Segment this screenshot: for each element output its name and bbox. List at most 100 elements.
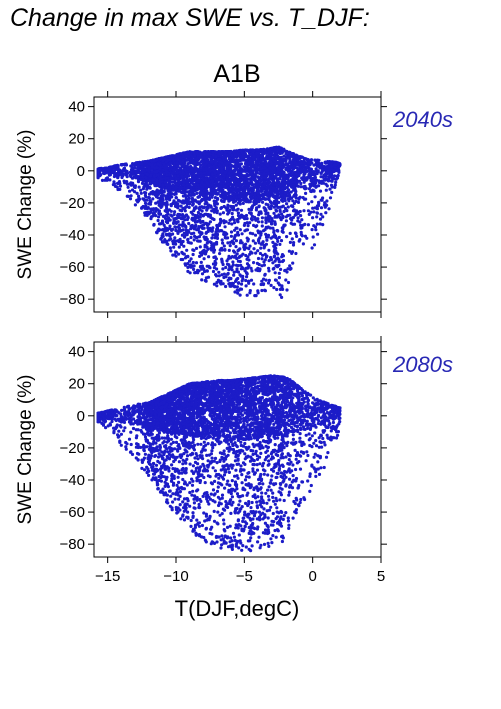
- scatter-point: [293, 176, 297, 180]
- scatter-point: [204, 231, 208, 235]
- scatter-point: [211, 233, 215, 237]
- scatter-point: [162, 171, 166, 175]
- scatter-point: [184, 263, 188, 267]
- scatter-point: [252, 247, 256, 251]
- scatter-point: [333, 183, 337, 187]
- scatter-point: [302, 173, 306, 177]
- scatter-point: [147, 179, 151, 183]
- scatter-point: [271, 240, 275, 244]
- scatter-point: [236, 214, 241, 218]
- scatter-point: [328, 196, 333, 200]
- scatter-point: [282, 157, 286, 161]
- scatter-point: [198, 245, 202, 249]
- scatter-point: [272, 201, 276, 206]
- scatter-point: [253, 241, 257, 245]
- scatter-point: [299, 214, 303, 218]
- scatter-point: [206, 213, 211, 217]
- scatter-point: [259, 210, 263, 214]
- scatter-point: [192, 231, 196, 235]
- scatter-point: [306, 202, 311, 206]
- scatter-point: [205, 245, 209, 249]
- scatter-point: [250, 196, 254, 200]
- scatter-point: [321, 168, 325, 172]
- scatter-point: [284, 152, 288, 156]
- scatter-point: [232, 255, 236, 259]
- scatter-point: [139, 188, 143, 192]
- scatter-point: [200, 198, 204, 202]
- scatter-point: [179, 257, 183, 262]
- scatter-point: [295, 234, 299, 238]
- scatter-point: [192, 264, 196, 268]
- scatter-point: [310, 246, 314, 250]
- scatter-point: [267, 259, 271, 263]
- scatter-point: [224, 275, 228, 279]
- scatter-point: [301, 177, 305, 182]
- scatter-point: [261, 240, 265, 244]
- scatter-point: [151, 197, 155, 201]
- scatter-point: [290, 250, 295, 254]
- scatter-point: [256, 289, 260, 293]
- scatter-point: [260, 220, 264, 224]
- scatter-point: [278, 242, 282, 246]
- scatter-point: [223, 155, 227, 159]
- scatter-point: [277, 182, 281, 186]
- scatter-point: [140, 170, 144, 174]
- scatter-point: [280, 193, 284, 197]
- scatter-point: [207, 196, 211, 200]
- scatter-point: [150, 191, 154, 195]
- scatter-point: [268, 226, 272, 230]
- scatter-point: [155, 178, 159, 183]
- scatter-point: [210, 229, 214, 233]
- scatter-point: [218, 252, 222, 256]
- scatter-point: [168, 161, 172, 165]
- scatter-point: [144, 181, 148, 185]
- scatter-point: [154, 201, 158, 205]
- scatter-point: [142, 185, 146, 189]
- scatter-point: [246, 224, 250, 228]
- scatter-point: [185, 183, 189, 187]
- scatter-point: [285, 202, 289, 206]
- scatter-point: [299, 226, 303, 230]
- scatter-point: [279, 239, 284, 243]
- scatter-point: [273, 259, 277, 263]
- scatter-point: [200, 272, 205, 276]
- scatter-point: [227, 248, 231, 252]
- scatter-point: [230, 177, 234, 181]
- scatter-point: [286, 205, 290, 209]
- scatter-point: [181, 220, 185, 224]
- scatter-point: [200, 224, 204, 228]
- scatter-point: [133, 190, 137, 194]
- scatter-point: [229, 234, 233, 238]
- scatter-point: [184, 231, 188, 235]
- scatter-point: [238, 198, 242, 202]
- scatter-point: [316, 232, 320, 236]
- scatter-point: [244, 253, 248, 258]
- scatter-point: [188, 263, 192, 267]
- scatter-point: [169, 209, 173, 213]
- scatter-point: [226, 278, 230, 282]
- scatter-point: [225, 232, 229, 236]
- scatter-point: [110, 170, 115, 174]
- scatter-point: [159, 174, 163, 178]
- scatter-point: [272, 244, 276, 248]
- scatter-point: [302, 159, 306, 163]
- scatter-point: [330, 185, 334, 189]
- scatter-point: [245, 293, 249, 297]
- scatter-point: [169, 204, 173, 208]
- scatter-point: [309, 210, 313, 214]
- scatter-point: [233, 233, 238, 237]
- scatter-point: [246, 237, 250, 241]
- scatter-point: [230, 184, 234, 189]
- scatter-point: [172, 239, 176, 243]
- scatter-point: [194, 270, 198, 275]
- scatter-point: [214, 273, 218, 277]
- scatter-point: [239, 263, 243, 267]
- scatter-point: [292, 222, 297, 226]
- scatter-point: [267, 278, 271, 282]
- scatter-point: [199, 264, 203, 268]
- scatter-point: [231, 260, 235, 264]
- scatter-point: [192, 238, 196, 242]
- scatter-point: [202, 257, 206, 261]
- scatter-point: [211, 217, 215, 221]
- scatter-point: [189, 179, 193, 183]
